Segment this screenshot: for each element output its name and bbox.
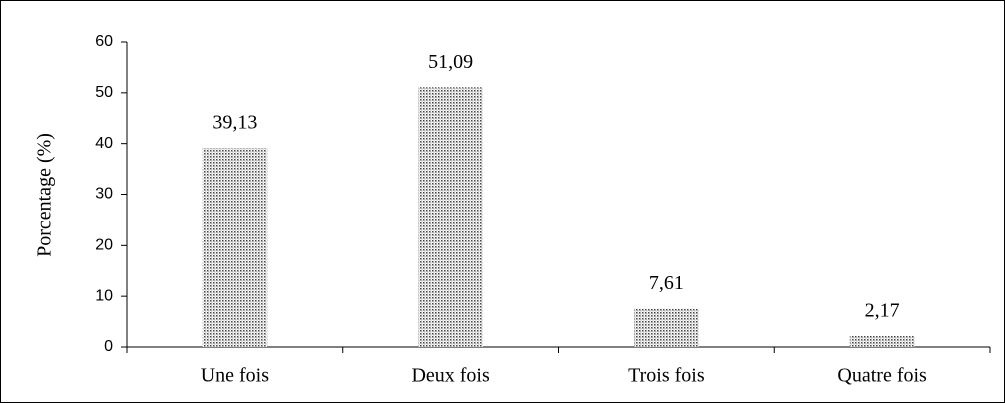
y-tick-label: 60 <box>95 33 113 50</box>
bar <box>634 308 699 347</box>
data-label: 51,09 <box>428 51 473 73</box>
bar <box>202 148 268 347</box>
y-tick-label: 30 <box>95 186 113 203</box>
x-tick-label: Trois fois <box>628 365 705 387</box>
data-label: 2,17 <box>865 300 900 322</box>
y-tick-label: 50 <box>95 84 113 101</box>
data-label: 7,61 <box>649 272 684 294</box>
y-tick-label: 20 <box>95 237 113 254</box>
x-tick-label: Une fois <box>201 365 270 387</box>
x-tick-label: Quatre fois <box>837 365 927 387</box>
y-tick-label: 10 <box>95 287 113 304</box>
bar <box>849 335 915 347</box>
y-axis-label: Porcentage (%) <box>34 133 56 257</box>
y-tick-label: 40 <box>95 135 113 152</box>
data-label: 39,13 <box>212 112 257 134</box>
bar <box>418 87 483 347</box>
y-tick-label: 0 <box>104 338 113 355</box>
x-tick-label: Deux fois <box>411 365 490 387</box>
